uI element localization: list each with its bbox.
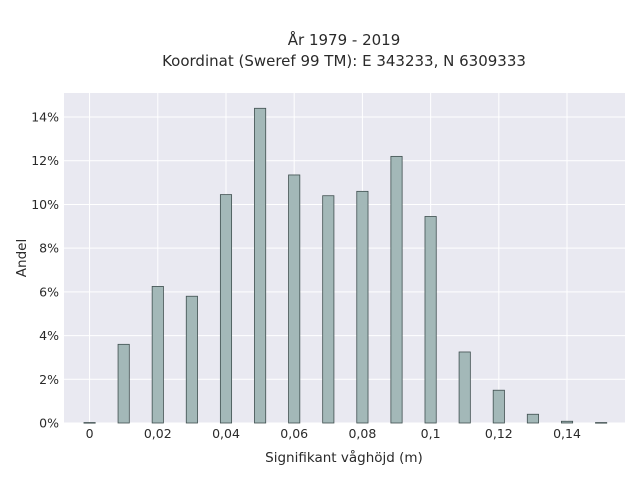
x-tick-label: 0,02 bbox=[144, 426, 172, 441]
x-tick-label: 0,06 bbox=[280, 426, 308, 441]
histogram-bar bbox=[288, 174, 301, 424]
x-tick-label: 0,04 bbox=[212, 426, 240, 441]
histogram-bar bbox=[254, 107, 267, 424]
y-tick-label: 0% bbox=[39, 416, 59, 431]
histogram-bar bbox=[560, 420, 574, 424]
histogram-bar bbox=[595, 422, 608, 424]
y-tick-label: 8% bbox=[39, 241, 59, 256]
histogram-bar bbox=[219, 194, 233, 424]
histogram-bar bbox=[424, 216, 437, 424]
x-axis-label: Signifikant våghöjd (m) bbox=[265, 449, 423, 466]
histogram-bar bbox=[492, 389, 505, 424]
x-tick-label: 0 bbox=[86, 426, 94, 441]
y-tick-label: 2% bbox=[39, 372, 59, 387]
x-tick-label: 0,08 bbox=[348, 426, 376, 441]
bars bbox=[83, 107, 608, 424]
x-tick-label: 0,1 bbox=[421, 426, 441, 441]
x-axis-ticks: 0 0,02 0,04 0,06 0,08 0,1 0,12 0,14 bbox=[86, 426, 581, 441]
x-tick-label: 0,12 bbox=[485, 426, 513, 441]
histogram-bar bbox=[356, 190, 369, 424]
y-tick-label: 4% bbox=[39, 328, 59, 343]
y-axis-ticks: 0% 2% 4% 6% 8% 10% 12% 14% bbox=[31, 110, 59, 431]
y-tick-label: 12% bbox=[31, 153, 59, 168]
chart-title-line-1: År 1979 - 2019 bbox=[288, 30, 401, 49]
histogram-bar bbox=[117, 343, 130, 424]
histogram-bar bbox=[390, 155, 403, 424]
histogram-bar bbox=[151, 286, 164, 424]
plot-area bbox=[64, 93, 625, 423]
histogram-bar bbox=[458, 351, 471, 424]
histogram-bar bbox=[83, 422, 96, 424]
y-tick-label: 14% bbox=[31, 110, 59, 125]
y-tick-label: 10% bbox=[31, 197, 59, 212]
histogram-bar bbox=[185, 295, 198, 424]
chart-title-line-2: Koordinat (Sweref 99 TM): E 343233, N 63… bbox=[162, 52, 526, 70]
x-tick-label: 0,14 bbox=[553, 426, 581, 441]
histogram-bar bbox=[526, 413, 539, 424]
y-axis-label: Andel bbox=[14, 239, 30, 277]
y-tick-label: 6% bbox=[39, 284, 59, 299]
histogram-bar bbox=[322, 195, 335, 424]
